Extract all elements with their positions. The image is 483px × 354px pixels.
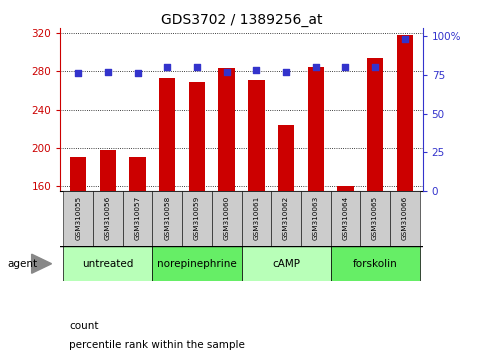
- Text: GSM310059: GSM310059: [194, 195, 200, 240]
- Bar: [308, 67, 324, 191]
- Bar: [153, 191, 182, 246]
- Text: GSM310057: GSM310057: [135, 195, 141, 240]
- Text: GSM310060: GSM310060: [224, 195, 229, 240]
- Point: [253, 67, 260, 73]
- Bar: [242, 191, 271, 246]
- Text: GSM310065: GSM310065: [372, 195, 378, 240]
- Bar: [248, 80, 265, 191]
- Bar: [182, 191, 212, 246]
- Bar: [271, 191, 301, 246]
- Bar: [93, 191, 123, 246]
- Bar: [159, 78, 175, 191]
- Bar: [278, 125, 294, 191]
- Bar: [153, 246, 242, 281]
- Text: forskolin: forskolin: [353, 259, 398, 269]
- Point: [282, 69, 290, 75]
- Text: agent: agent: [7, 259, 37, 269]
- Bar: [218, 68, 235, 191]
- Point: [371, 64, 379, 70]
- Bar: [397, 35, 413, 191]
- Text: untreated: untreated: [82, 259, 134, 269]
- Text: cAMP: cAMP: [272, 259, 300, 269]
- Point: [401, 36, 409, 42]
- Text: count: count: [69, 321, 99, 331]
- Point: [163, 64, 171, 70]
- Text: GSM310056: GSM310056: [105, 195, 111, 240]
- Bar: [330, 191, 360, 246]
- Point: [193, 64, 201, 70]
- Title: GDS3702 / 1389256_at: GDS3702 / 1389256_at: [161, 13, 322, 27]
- Text: GSM310064: GSM310064: [342, 195, 348, 240]
- Bar: [242, 246, 330, 281]
- Bar: [212, 191, 242, 246]
- Bar: [123, 191, 153, 246]
- Bar: [189, 82, 205, 191]
- Bar: [129, 157, 146, 191]
- Point: [104, 69, 112, 75]
- Point: [341, 64, 349, 70]
- Bar: [330, 246, 420, 281]
- Point: [134, 70, 142, 76]
- Text: GSM310063: GSM310063: [313, 195, 319, 240]
- Bar: [301, 191, 330, 246]
- Bar: [63, 191, 93, 246]
- Bar: [99, 150, 116, 191]
- Text: GSM310062: GSM310062: [283, 195, 289, 240]
- Bar: [70, 157, 86, 191]
- Text: GSM310058: GSM310058: [164, 195, 170, 240]
- Polygon shape: [32, 254, 52, 273]
- Text: norepinephrine: norepinephrine: [157, 259, 237, 269]
- Point: [223, 69, 230, 75]
- Bar: [367, 58, 384, 191]
- Text: percentile rank within the sample: percentile rank within the sample: [69, 340, 245, 350]
- Point: [312, 64, 320, 70]
- Bar: [360, 191, 390, 246]
- Bar: [63, 246, 153, 281]
- Bar: [390, 191, 420, 246]
- Text: GSM310066: GSM310066: [402, 195, 408, 240]
- Bar: [337, 186, 354, 191]
- Text: GSM310055: GSM310055: [75, 195, 81, 240]
- Text: GSM310061: GSM310061: [254, 195, 259, 240]
- Point: [74, 70, 82, 76]
